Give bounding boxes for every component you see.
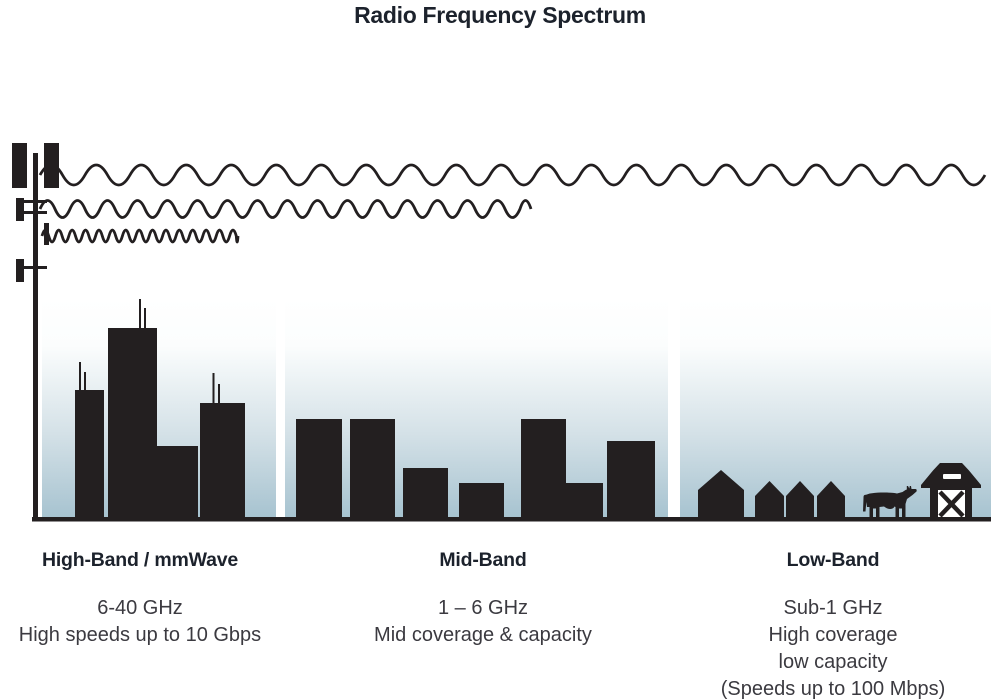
cell-tower-icon (12, 143, 59, 519)
mid-rise-buildings-icon (296, 419, 655, 519)
low-band-wave (40, 228, 240, 244)
band-frequency: 1 – 6 GHz (437, 597, 529, 619)
cow-icon (863, 486, 917, 519)
ground-line (32, 517, 991, 522)
page-title: Radio Frequency Spectrum (354, 2, 646, 28)
mid-band-wave (38, 199, 533, 219)
band-heading: Low-Band (786, 549, 880, 571)
band-heading: High-Band / mmWave (41, 549, 239, 571)
band-description: low capacity (778, 651, 888, 673)
band-label-mid-band: Mid-Band 1 – 6 GHz Mid coverage & capaci… (351, 549, 615, 649)
band-label-low-band: Low-Band Sub-1 GHz High coverage low cap… (701, 549, 965, 700)
high-band-wave (38, 163, 987, 187)
band-frequency: Sub-1 GHz (783, 597, 883, 619)
band-heading: Mid-Band (439, 549, 527, 571)
band-description: Mid coverage & capacity (374, 624, 592, 646)
houses-icon (698, 470, 845, 519)
band-description: High speeds up to 10 Gbps (18, 624, 262, 646)
radio-wave-lines (38, 163, 987, 244)
skyscraper-buildings-icon (75, 299, 245, 519)
band-description: High coverage (768, 624, 898, 646)
band-description: (Speeds up to 100 Mbps) (720, 678, 946, 700)
barn-icon (921, 463, 981, 519)
band-frequency: 6-40 GHz (97, 597, 183, 619)
band-label-high-band: High-Band / mmWave 6-40 GHz High speeds … (8, 549, 272, 649)
